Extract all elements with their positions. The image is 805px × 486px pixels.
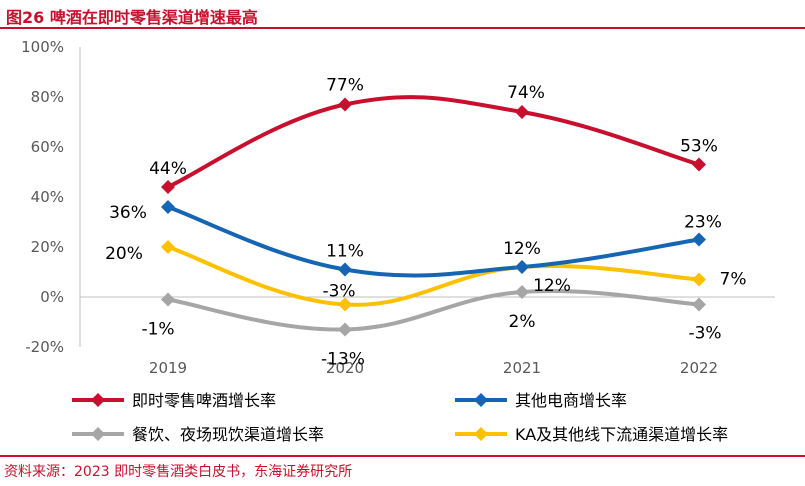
data-point-marker [338,297,352,312]
data-label: 2% [509,312,536,332]
source-rule [0,455,805,457]
data-label: 53% [680,137,718,157]
y-tick-label: 100% [21,38,64,56]
data-point-marker [161,180,175,194]
x-tick-label: 2021 [503,359,541,377]
data-point-marker [515,105,529,119]
series-line-3 [166,245,701,307]
data-label: 36% [109,203,147,223]
chart-data-labels: 44% 77% 74% 53% 36% 11% 12% 23% -1% -13% 2% -3% 20% -… [105,76,746,370]
data-point-marker [692,297,706,312]
data-point-marker [161,240,175,254]
y-tick-label: 40% [31,188,64,206]
y-tick-label: 20% [31,238,64,256]
source-note: 资料来源：2023 即时零售酒类白皮书，东海证券研究所 [4,464,353,480]
series-line-0 [166,95,701,189]
data-point-marker [692,157,706,172]
data-point-marker [161,200,175,214]
x-tick-label: 2019 [149,359,187,377]
legend-swatch-marker [474,427,488,441]
legend-swatch-marker [474,393,488,407]
title-rule [0,27,805,29]
data-label: 44% [149,159,187,179]
chart-series-lines [166,95,701,332]
legend-entry-label: KA及其他线下流通渠道增长率 [515,425,728,444]
x-tick-label: 2020 [326,359,364,377]
data-label: -3% [688,324,721,344]
data-label: -13% [321,350,365,370]
series-line-2 [166,288,701,332]
data-point-marker [338,262,352,277]
data-point-marker [338,97,352,112]
y-tick-label: -20% [25,338,64,356]
data-label: -1% [141,320,174,340]
data-label: 23% [684,213,722,233]
y-tick-label: 60% [31,138,64,156]
data-label: 12% [503,239,541,259]
y-tick-label: 0% [40,288,64,306]
data-point-marker [161,292,175,307]
y-tick-label: 80% [31,88,64,106]
data-label: 7% [720,270,747,290]
legend-entry-label: 餐饮、夜场现饮渠道增长率 [132,425,324,444]
data-point-marker [515,285,529,299]
legend-entry-label: 即时零售啤酒增长率 [132,391,276,410]
series-line-1 [166,205,701,278]
data-label: 74% [507,83,545,103]
data-point-marker [515,260,529,274]
x-tick-label: 2022 [680,359,718,377]
line-chart: -20% 0% 20% 40% 60% 80% 100% 2019 2020 2021 2022 4… [21,38,775,444]
data-label: 77% [326,76,364,96]
legend-swatch-marker [91,427,105,441]
data-label: 20% [105,244,143,264]
data-label: 11% [326,242,364,262]
data-point-marker [338,322,352,337]
legend-swatch-marker [91,393,105,407]
legend-entry-label: 其他电商增长率 [515,391,627,410]
chart-axes: -20% 0% 20% 40% 60% 80% 100% 2019 2020 2021 2022 [21,38,775,377]
data-label: 12% [533,276,571,296]
data-point-marker [692,272,706,287]
data-label: -3% [322,282,355,302]
chart-markers [161,97,706,337]
figure-title: 图26 啤酒在即时零售渠道增速最高 [6,8,258,27]
data-point-marker [692,232,706,247]
